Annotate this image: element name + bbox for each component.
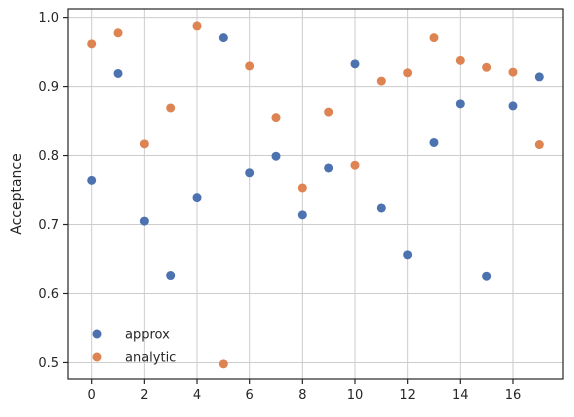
y-tick-label: 0.5 (38, 356, 59, 371)
data-point-analytic (297, 183, 307, 193)
y-tick-label: 0.6 (38, 287, 59, 302)
y-tick-label: 0.9 (38, 80, 59, 95)
data-point-analytic (376, 76, 386, 86)
data-point-approx (376, 203, 386, 213)
data-point-analytic (271, 113, 281, 123)
data-point-approx (271, 151, 281, 161)
plot-frame (67, 8, 564, 380)
data-point-approx (429, 137, 439, 147)
legend-label-approx: approx (125, 328, 170, 343)
data-point-approx (324, 163, 334, 173)
x-tick-label: 10 (347, 388, 364, 403)
data-point-approx (508, 101, 518, 111)
y-tick-label: 0.8 (38, 149, 59, 164)
data-point-approx (166, 271, 176, 281)
y-tick-label: 0.7 (38, 218, 59, 233)
data-point-analytic (455, 55, 465, 65)
legend-marker-approx (92, 329, 102, 339)
data-point-approx (87, 175, 97, 185)
data-point-approx (482, 271, 492, 281)
x-tick-label: 8 (298, 388, 306, 403)
data-point-analytic (350, 160, 360, 170)
data-point-approx (403, 250, 413, 260)
data-point-approx (455, 99, 465, 109)
x-tick-label: 2 (140, 388, 148, 403)
x-tick-label: 6 (246, 388, 254, 403)
data-point-approx (297, 210, 307, 220)
data-point-analytic (87, 39, 97, 49)
x-tick-label: 16 (505, 388, 522, 403)
data-point-analytic (139, 139, 149, 149)
x-tick-label: 14 (452, 388, 469, 403)
data-point-analytic (166, 103, 176, 113)
data-point-approx (218, 33, 228, 43)
legend-label-analytic: analytic (125, 351, 176, 366)
x-tick-label: 4 (193, 388, 201, 403)
data-point-approx (245, 168, 255, 178)
grid-lines (68, 9, 563, 379)
data-point-approx (534, 72, 544, 82)
data-point-analytic (324, 107, 334, 117)
data-point-approx (113, 68, 123, 78)
data-point-analytic (192, 21, 202, 31)
data-point-analytic (534, 140, 544, 150)
data-point-analytic (429, 33, 439, 43)
data-point-approx (192, 193, 202, 203)
y-tick-label: 1.0 (38, 11, 59, 26)
data-point-analytic (403, 68, 413, 78)
data-point-approx (139, 216, 149, 226)
data-point-analytic (113, 28, 123, 38)
legend-marker-analytic (92, 352, 102, 362)
y-axis-label: Acceptance (9, 153, 25, 234)
data-point-analytic (508, 67, 518, 77)
data-point-analytic (218, 359, 228, 369)
axis-ticks: 0 2 4 6 8 10 12 14 16 0.5 0.6 0.7 0.8 0.9 1.0 (38, 11, 521, 403)
data-point-analytic (245, 61, 255, 71)
data-points (87, 21, 544, 369)
x-tick-label: 12 (399, 388, 416, 403)
x-tick-label: 0 (88, 388, 96, 403)
data-point-approx (350, 59, 360, 69)
legend: approx analytic (92, 328, 176, 366)
data-point-analytic (482, 62, 492, 72)
